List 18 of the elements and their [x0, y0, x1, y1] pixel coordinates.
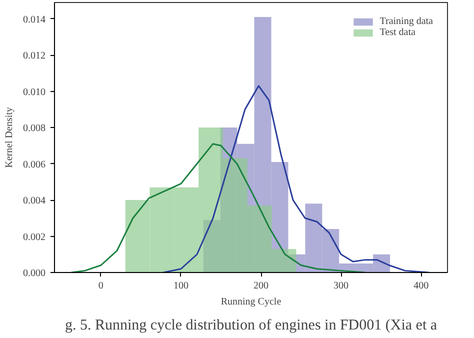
x-tick-label: 0: [98, 280, 104, 292]
x-tick-label: 100: [173, 280, 188, 292]
y-tick-label: 0.000: [23, 268, 46, 279]
text: g. 5. Running cycle distribution of engines in FD001 (Xia et a: [64, 318, 438, 334]
x-tick-label: 200: [254, 280, 269, 292]
x-tick-label: 300: [334, 280, 349, 292]
y-tick-label: 0.002: [23, 232, 46, 243]
y-tick-label: 0.008: [23, 123, 46, 134]
x-tick-label: 400: [414, 280, 429, 292]
y-tick-label: 0.004: [23, 196, 46, 207]
x-axis-title: Running Cycle: [220, 296, 282, 308]
y-tick-label: 0.012: [23, 50, 46, 62]
y-tick-label: 0.014: [23, 14, 46, 26]
y-tick-label: 0.010: [23, 86, 46, 98]
y-tick-label: 0.006: [23, 159, 46, 170]
y-axis-title: Kernel Density: [4, 107, 15, 168]
legend-label: Training data: [380, 16, 433, 27]
legend-label: Test data: [380, 27, 416, 38]
